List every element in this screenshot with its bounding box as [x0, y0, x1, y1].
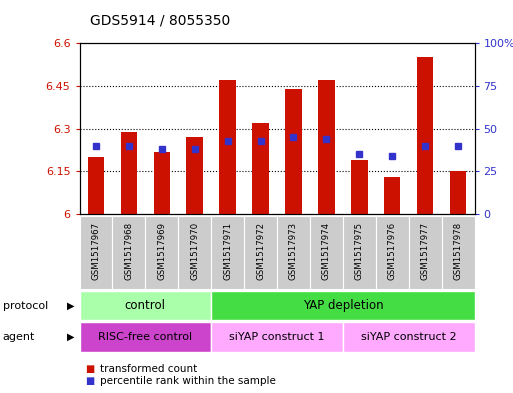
- Bar: [442, 216, 475, 289]
- Text: GSM1517969: GSM1517969: [157, 222, 166, 280]
- Text: YAP depletion: YAP depletion: [303, 299, 383, 312]
- Bar: [252, 123, 269, 214]
- Bar: [112, 216, 145, 289]
- Bar: [310, 216, 343, 289]
- Text: GSM1517972: GSM1517972: [256, 222, 265, 280]
- Bar: [80, 322, 211, 352]
- Text: control: control: [125, 299, 166, 312]
- Text: ▶: ▶: [67, 301, 74, 310]
- Text: ■: ■: [85, 376, 94, 386]
- Bar: [179, 216, 211, 289]
- Text: GSM1517970: GSM1517970: [190, 222, 199, 280]
- Bar: [277, 216, 310, 289]
- Bar: [80, 291, 211, 320]
- Bar: [244, 216, 277, 289]
- Bar: [211, 291, 475, 320]
- Text: RISC-free control: RISC-free control: [98, 332, 192, 342]
- Text: transformed count: transformed count: [100, 364, 198, 374]
- Text: GSM1517973: GSM1517973: [289, 222, 298, 280]
- Text: GSM1517977: GSM1517977: [421, 222, 430, 280]
- Text: agent: agent: [3, 332, 35, 342]
- Bar: [351, 160, 367, 214]
- Bar: [153, 152, 170, 214]
- Text: GSM1517971: GSM1517971: [223, 222, 232, 280]
- Text: GSM1517975: GSM1517975: [355, 222, 364, 280]
- Bar: [384, 177, 401, 214]
- Bar: [376, 216, 409, 289]
- Bar: [343, 322, 475, 352]
- Bar: [187, 137, 203, 214]
- Text: GSM1517976: GSM1517976: [388, 222, 397, 280]
- Bar: [220, 80, 236, 214]
- Text: siYAP construct 2: siYAP construct 2: [361, 332, 457, 342]
- Bar: [409, 216, 442, 289]
- Text: percentile rank within the sample: percentile rank within the sample: [100, 376, 276, 386]
- Bar: [80, 216, 112, 289]
- Bar: [450, 171, 466, 214]
- Bar: [88, 157, 104, 214]
- Bar: [417, 57, 433, 214]
- Text: GDS5914 / 8055350: GDS5914 / 8055350: [90, 13, 230, 28]
- Text: protocol: protocol: [3, 301, 48, 310]
- Text: GSM1517978: GSM1517978: [453, 222, 463, 280]
- Bar: [211, 322, 343, 352]
- Bar: [145, 216, 179, 289]
- Bar: [121, 132, 137, 214]
- Bar: [285, 89, 302, 214]
- Text: ■: ■: [85, 364, 94, 374]
- Bar: [343, 216, 376, 289]
- Text: GSM1517967: GSM1517967: [91, 222, 101, 280]
- Text: ▶: ▶: [67, 332, 74, 342]
- Text: siYAP construct 1: siYAP construct 1: [229, 332, 325, 342]
- Text: GSM1517974: GSM1517974: [322, 222, 331, 280]
- Text: GSM1517968: GSM1517968: [124, 222, 133, 280]
- Bar: [211, 216, 244, 289]
- Bar: [318, 80, 334, 214]
